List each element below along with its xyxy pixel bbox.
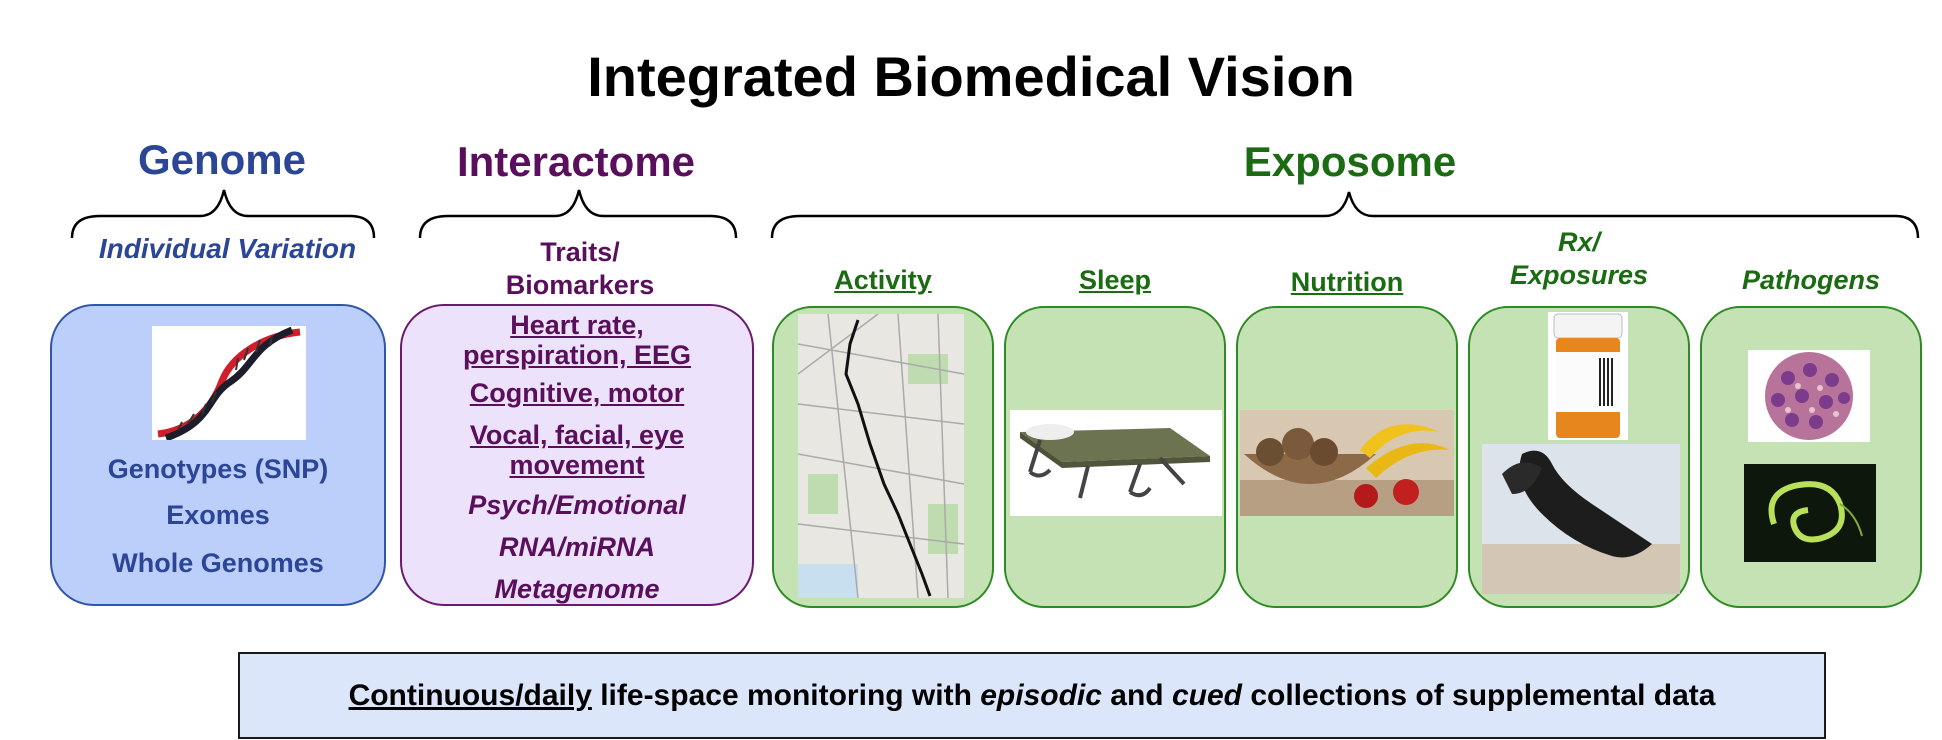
- exposome-box-sleep: [1004, 306, 1226, 608]
- cot-bed-icon: [1010, 410, 1222, 516]
- genome-subtitle: Individual Variation: [98, 233, 357, 264]
- footer-episodic: episodic: [980, 678, 1102, 712]
- dna-helix-icon: [152, 326, 306, 440]
- interactome-item-vocal: Vocal, facial, eye movement: [469, 420, 685, 480]
- smoke-plume-icon: [1482, 444, 1680, 594]
- genome-heading: Genome: [137, 136, 307, 183]
- exposome-label-sleep: Sleep: [1078, 265, 1152, 295]
- interactome-item-heart-rate: Heart rate, perspiration, EEG: [462, 310, 692, 370]
- monitoring-statement: Continuous/daily life-space monitoring w…: [238, 652, 1826, 739]
- footer-cued: cued: [1171, 678, 1242, 712]
- footer-continuous: Continuous/daily: [348, 678, 592, 712]
- interactome-box: Heart rate, perspiration, EEG Cognitive,…: [400, 304, 754, 606]
- page-title: Integrated Biomedical Vision: [587, 45, 1355, 108]
- exposome-box-rx: [1468, 306, 1690, 608]
- genome-box: Genotypes (SNP) Exomes Whole Genomes: [50, 304, 386, 606]
- exposome-box-pathogens: [1700, 306, 1922, 608]
- footer-text: collections of supplemental data: [1242, 678, 1716, 712]
- footer-text: life-space monitoring with: [591, 678, 981, 712]
- interactome-heading: Interactome: [456, 138, 696, 185]
- interactome-item-metagenome: Metagenome: [494, 574, 660, 604]
- virus-icon: [1748, 350, 1870, 442]
- interactome-subtitle: Traits/ Biomarkers: [505, 237, 655, 300]
- interactome-item-psych: Psych/Emotional: [468, 490, 686, 520]
- interactome-item-rna: RNA/miRNA: [498, 532, 655, 562]
- exposome-box-activity: [772, 306, 994, 608]
- exposome-label-rx: Rx/ Exposures: [1509, 227, 1649, 290]
- exposome-label-pathogens: Pathogens: [1741, 265, 1881, 295]
- exposome-brace: [770, 191, 1920, 239]
- interactome-brace: [418, 189, 738, 239]
- exposome-heading: Exposome: [1243, 138, 1457, 185]
- genome-item: Whole Genomes: [112, 548, 324, 578]
- exposome-label-nutrition: Nutrition: [1290, 267, 1404, 297]
- bacterium-icon: [1744, 464, 1876, 562]
- fruit-bowl-icon: [1240, 410, 1454, 516]
- genome-item: Exomes: [166, 500, 270, 530]
- genome-brace: [70, 189, 376, 239]
- pill-bottle-icon: [1548, 312, 1628, 440]
- footer-text: and: [1101, 678, 1172, 712]
- grouping-braces: [70, 189, 1920, 239]
- exposome-box-nutrition: [1236, 306, 1458, 608]
- genome-item: Genotypes (SNP): [107, 454, 329, 484]
- exposome-label-activity: Activity: [834, 265, 932, 295]
- interactome-item-cognitive: Cognitive, motor: [469, 378, 685, 408]
- route-map-icon: [798, 314, 964, 598]
